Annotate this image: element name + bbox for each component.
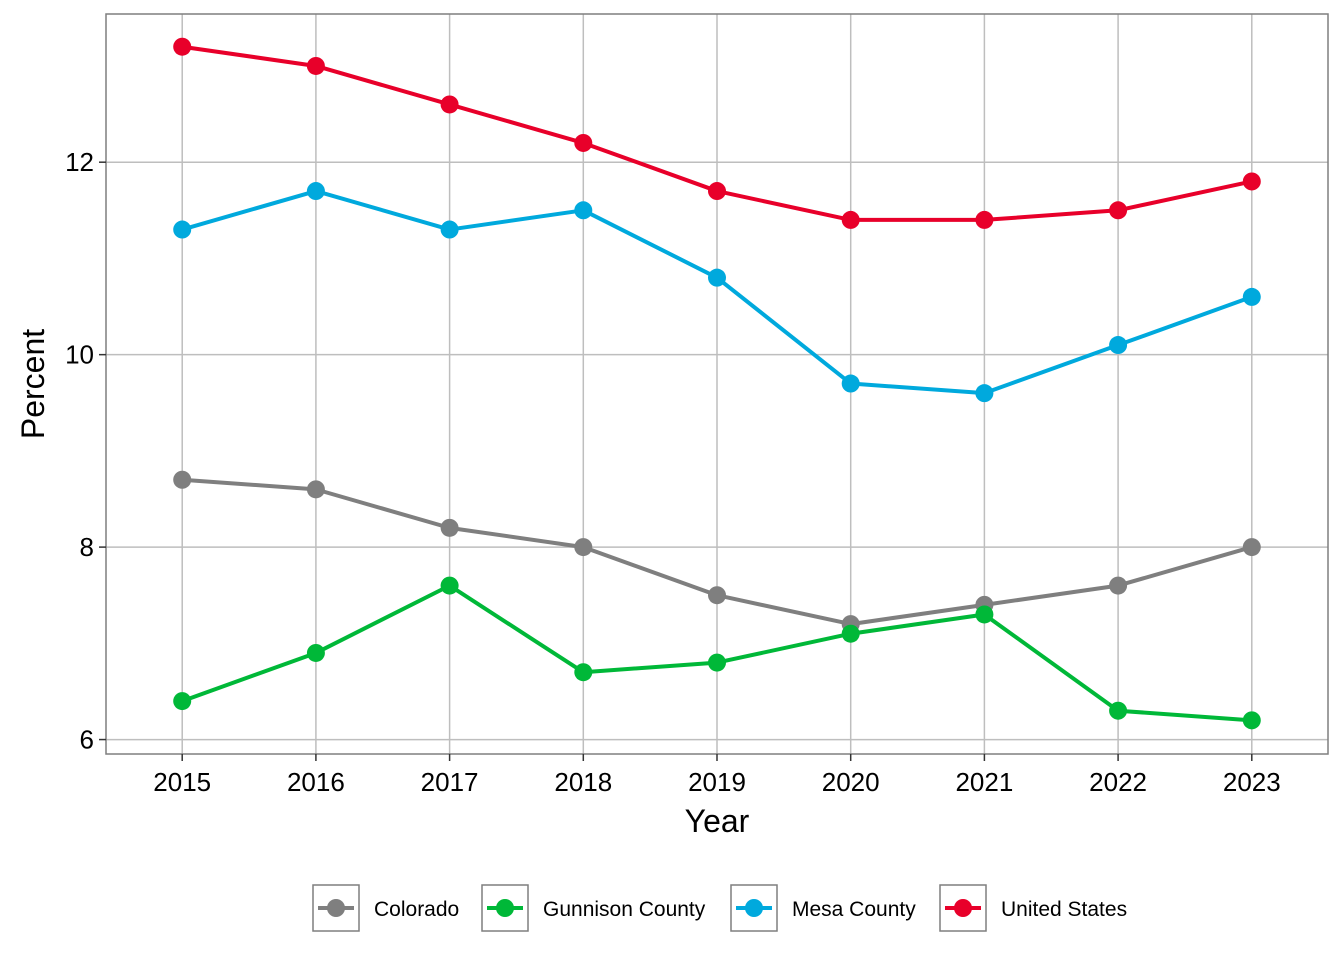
x-axis-title: Year (685, 803, 750, 839)
y-axis-title: Percent (15, 329, 51, 439)
data-point-gunnison-county (1109, 701, 1128, 720)
legend: Colorado Gunnison County Mesa County United… (312, 884, 1127, 932)
data-point-gunnison-county (173, 692, 192, 711)
legend-item-mesa-county: Mesa County (730, 884, 916, 932)
data-point-united-states (440, 95, 459, 114)
data-point-colorado (574, 538, 593, 557)
legend-label: Colorado (374, 898, 459, 921)
legend-label: United States (1001, 898, 1127, 921)
y-tick-label: 10 (65, 340, 94, 370)
data-point-gunnison-county (841, 624, 860, 643)
data-point-mesa-county (841, 374, 860, 393)
legend-label: Mesa County (792, 898, 916, 921)
y-tick-label: 8 (80, 532, 94, 562)
data-point-colorado (708, 586, 726, 605)
legend-label: Gunnison County (543, 898, 706, 921)
legend-key-point (745, 899, 763, 917)
data-point-united-states (306, 56, 325, 75)
x-tick-label: 2021 (955, 767, 1013, 797)
data-point-gunnison-county (306, 643, 325, 662)
data-point-colorado (1109, 576, 1128, 595)
legend-item-united-states: United States (939, 884, 1127, 932)
data-point-mesa-county (173, 220, 192, 239)
x-tick-label: 2016 (287, 767, 345, 797)
x-tick-label: 2017 (421, 767, 479, 797)
data-point-colorado (173, 470, 192, 489)
x-tick-label: 2020 (822, 767, 880, 797)
x-tick-label: 2015 (153, 767, 211, 797)
y-tick-label: 6 (80, 725, 94, 755)
legend-key-point (496, 899, 514, 917)
data-point-gunnison-county (1242, 711, 1261, 730)
legend-item-colorado: Colorado (312, 884, 459, 932)
series-united-states (173, 37, 1261, 229)
data-point-colorado (306, 480, 325, 499)
data-point-mesa-county (708, 268, 726, 287)
y-tick-label: 12 (65, 147, 94, 177)
x-tick-label: 2019 (688, 767, 746, 797)
series-group (173, 37, 1261, 730)
x-tick-label: 2023 (1223, 767, 1281, 797)
data-point-united-states (574, 133, 593, 152)
x-tick-label: 2018 (554, 767, 612, 797)
series-mesa-county (173, 182, 1261, 403)
data-point-gunnison-county (708, 653, 726, 672)
data-point-mesa-county (306, 182, 325, 201)
x-tick-label: 2022 (1089, 767, 1147, 797)
series-colorado (173, 470, 1261, 634)
legend-item-gunnison-county: Gunnison County (481, 884, 706, 932)
data-point-mesa-county (975, 384, 994, 403)
data-point-mesa-county (1242, 287, 1261, 306)
data-point-united-states (173, 37, 192, 56)
legend-key-point (954, 899, 972, 917)
data-point-united-states (841, 210, 860, 229)
data-point-colorado (1242, 538, 1261, 557)
data-point-gunnison-county (975, 605, 994, 624)
data-point-gunnison-county (574, 663, 593, 682)
data-point-mesa-county (574, 201, 593, 220)
data-point-colorado (440, 518, 459, 537)
axes: 6 8 10 12 2015 2016 2017 2018 2019 2020 2021 2022 20… (65, 147, 1281, 797)
data-point-united-states (975, 210, 994, 229)
data-point-united-states (708, 182, 726, 201)
legend-key-point (327, 899, 345, 917)
data-point-mesa-county (440, 220, 459, 239)
data-point-mesa-county (1109, 336, 1128, 355)
series-gunnison-county (173, 576, 1261, 730)
data-point-gunnison-county (440, 576, 459, 595)
data-point-united-states (1109, 201, 1128, 220)
data-point-united-states (1242, 172, 1261, 191)
